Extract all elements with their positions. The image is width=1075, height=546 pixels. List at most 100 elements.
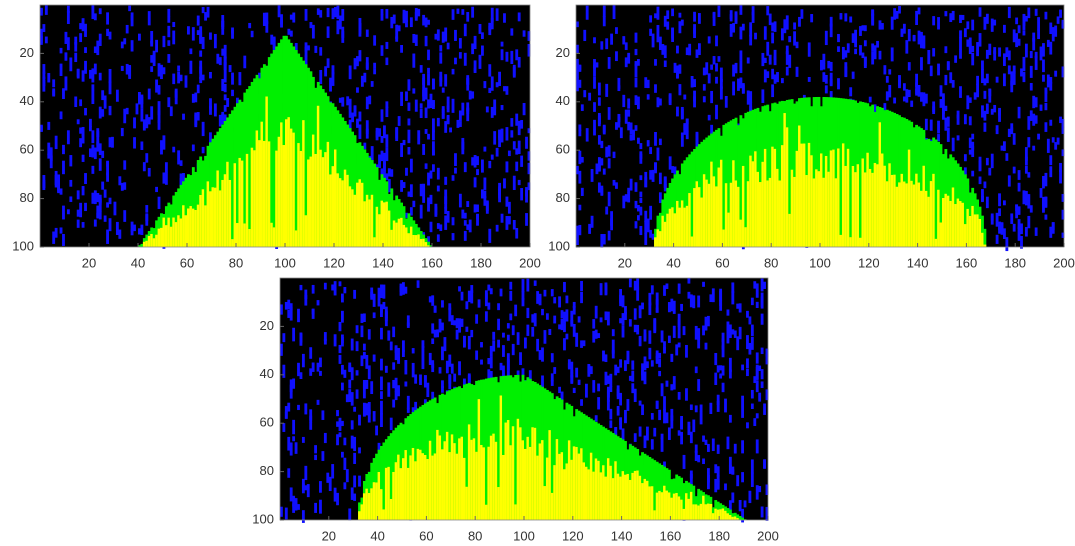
- noise-dash: [297, 405, 300, 410]
- noise-dash: [581, 188, 584, 196]
- noise-dash: [167, 16, 170, 22]
- noise-dash: [380, 413, 383, 427]
- noise-dash: [356, 370, 359, 375]
- noise-dash: [627, 98, 630, 108]
- noise-dash: [300, 372, 303, 379]
- noise-dash: [508, 202, 511, 214]
- yellow-column: [825, 156, 828, 247]
- x-tick-label: 180: [708, 528, 730, 543]
- noise-dash: [771, 84, 774, 97]
- noise-dash: [940, 85, 943, 96]
- noise-dash: [148, 117, 151, 124]
- noise-dash: [285, 406, 288, 419]
- yellow-column: [363, 493, 366, 520]
- noise-dash: [670, 415, 673, 428]
- yellow-column: [483, 447, 486, 520]
- noise-dash: [629, 376, 632, 381]
- noise-dash: [427, 99, 430, 108]
- yellow-column: [769, 178, 772, 247]
- noise-dash: [419, 375, 422, 386]
- noise-dash: [756, 413, 759, 418]
- noise-dash: [983, 17, 986, 30]
- noise-dash: [668, 302, 671, 312]
- noise-dash: [163, 172, 166, 183]
- yellow-column: [307, 159, 310, 247]
- noise-dash: [603, 6, 606, 17]
- yellow-column: [544, 486, 547, 520]
- noise-dash: [1015, 33, 1018, 47]
- noise-dash: [731, 291, 734, 304]
- noise-dash: [101, 182, 104, 190]
- noise-dash: [600, 283, 603, 295]
- noise-dash: [930, 120, 933, 131]
- noise-dash: [576, 231, 579, 245]
- noise-dash: [581, 104, 584, 111]
- yellow-column: [408, 233, 411, 247]
- yellow-column: [145, 241, 148, 247]
- noise-dash: [346, 394, 349, 402]
- noise-dash: [373, 63, 376, 69]
- noise-dash: [641, 303, 644, 310]
- noise-dash: [69, 57, 72, 71]
- yellow-column: [514, 504, 517, 520]
- noise-dash: [1035, 115, 1038, 123]
- noise-dash: [55, 228, 58, 238]
- noise-dash: [224, 114, 227, 121]
- noise-dash: [62, 206, 65, 214]
- noise-dash: [116, 90, 119, 102]
- noise-dash: [481, 46, 484, 56]
- yellow-column: [451, 434, 454, 520]
- yellow-column: [393, 221, 396, 247]
- noise-dash: [683, 455, 686, 469]
- noise-dash: [898, 6, 901, 14]
- yellow-column: [344, 170, 347, 247]
- noise-dash: [520, 156, 523, 167]
- noise-dash: [287, 437, 290, 451]
- noise-dash: [844, 62, 847, 76]
- yellow-column: [573, 446, 576, 520]
- yellow-column: [209, 191, 212, 247]
- noise-dash: [619, 359, 622, 367]
- yellow-column: [336, 173, 339, 247]
- noise-dash: [314, 503, 317, 513]
- noise-dash: [644, 371, 647, 384]
- noise-dash: [359, 112, 362, 122]
- noise-dash: [327, 8, 330, 17]
- image: [576, 5, 1064, 251]
- noise-dash: [830, 79, 833, 85]
- noise-dash: [605, 147, 608, 158]
- noise-dash: [106, 12, 109, 24]
- noise-dash: [617, 117, 620, 122]
- noise-dash: [441, 300, 444, 307]
- noise-dash: [761, 89, 764, 103]
- noise-dash: [99, 143, 102, 155]
- noise-dash: [727, 437, 730, 450]
- noise-dash: [312, 25, 315, 39]
- noise-dash: [365, 380, 368, 389]
- noise-dash: [106, 230, 109, 244]
- noise-dash: [474, 60, 477, 71]
- noise-dash: [408, 102, 411, 110]
- noise-dash: [329, 78, 332, 92]
- yellow-column: [959, 201, 962, 247]
- noise-dash: [466, 201, 469, 207]
- noise-dash: [588, 224, 591, 234]
- noise-dash: [317, 8, 320, 15]
- yellow-column: [646, 481, 649, 520]
- yellow-column: [800, 144, 803, 247]
- noise-dash: [710, 65, 713, 70]
- noise-dash: [91, 68, 94, 82]
- noise-dash: [60, 227, 63, 233]
- yellow-column: [361, 183, 364, 247]
- noise-dash: [520, 120, 523, 129]
- noise-dash: [57, 174, 60, 187]
- noise-dash: [512, 325, 515, 335]
- yellow-column: [170, 227, 173, 247]
- noise-dash: [498, 136, 501, 147]
- noise-dash: [109, 81, 112, 94]
- yellow-column: [710, 162, 713, 247]
- noise-dash: [983, 123, 986, 132]
- x-tick-label: 80: [764, 255, 778, 270]
- noise-dash: [404, 381, 407, 386]
- noise-dash: [202, 122, 205, 136]
